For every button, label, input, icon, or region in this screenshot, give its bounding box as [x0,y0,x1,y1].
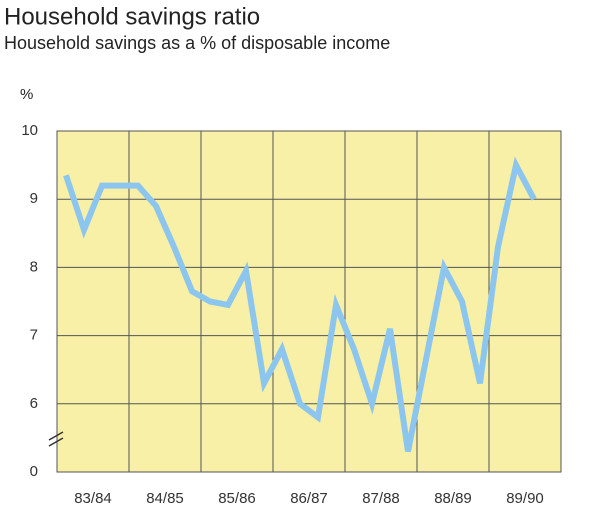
chart-title: Household savings ratio [4,3,260,30]
x-tick-label: 83/84 [74,490,112,507]
y-tick-label: 10 [21,122,38,139]
axis-break [48,437,64,447]
y-tick-label: 7 [30,327,38,344]
y-tick-label: 9 [30,190,38,207]
y-tick-label: 0 [30,463,38,480]
axis-break [48,431,64,441]
x-tick-label: 86/87 [290,490,328,507]
x-tick-label: 88/89 [434,490,472,507]
y-tick-label: 8 [30,258,38,275]
x-tick-label: 84/85 [146,490,184,507]
chart-subtitle: Household savings as a % of disposable i… [4,33,390,53]
x-tick-label: 85/86 [218,490,256,507]
x-tick-label: 89/90 [506,490,544,507]
plot-area [56,130,562,473]
y-unit: % [20,86,33,103]
savings-line [63,156,537,453]
y-tick-label: 6 [30,395,38,412]
x-tick-label: 87/88 [362,490,400,507]
